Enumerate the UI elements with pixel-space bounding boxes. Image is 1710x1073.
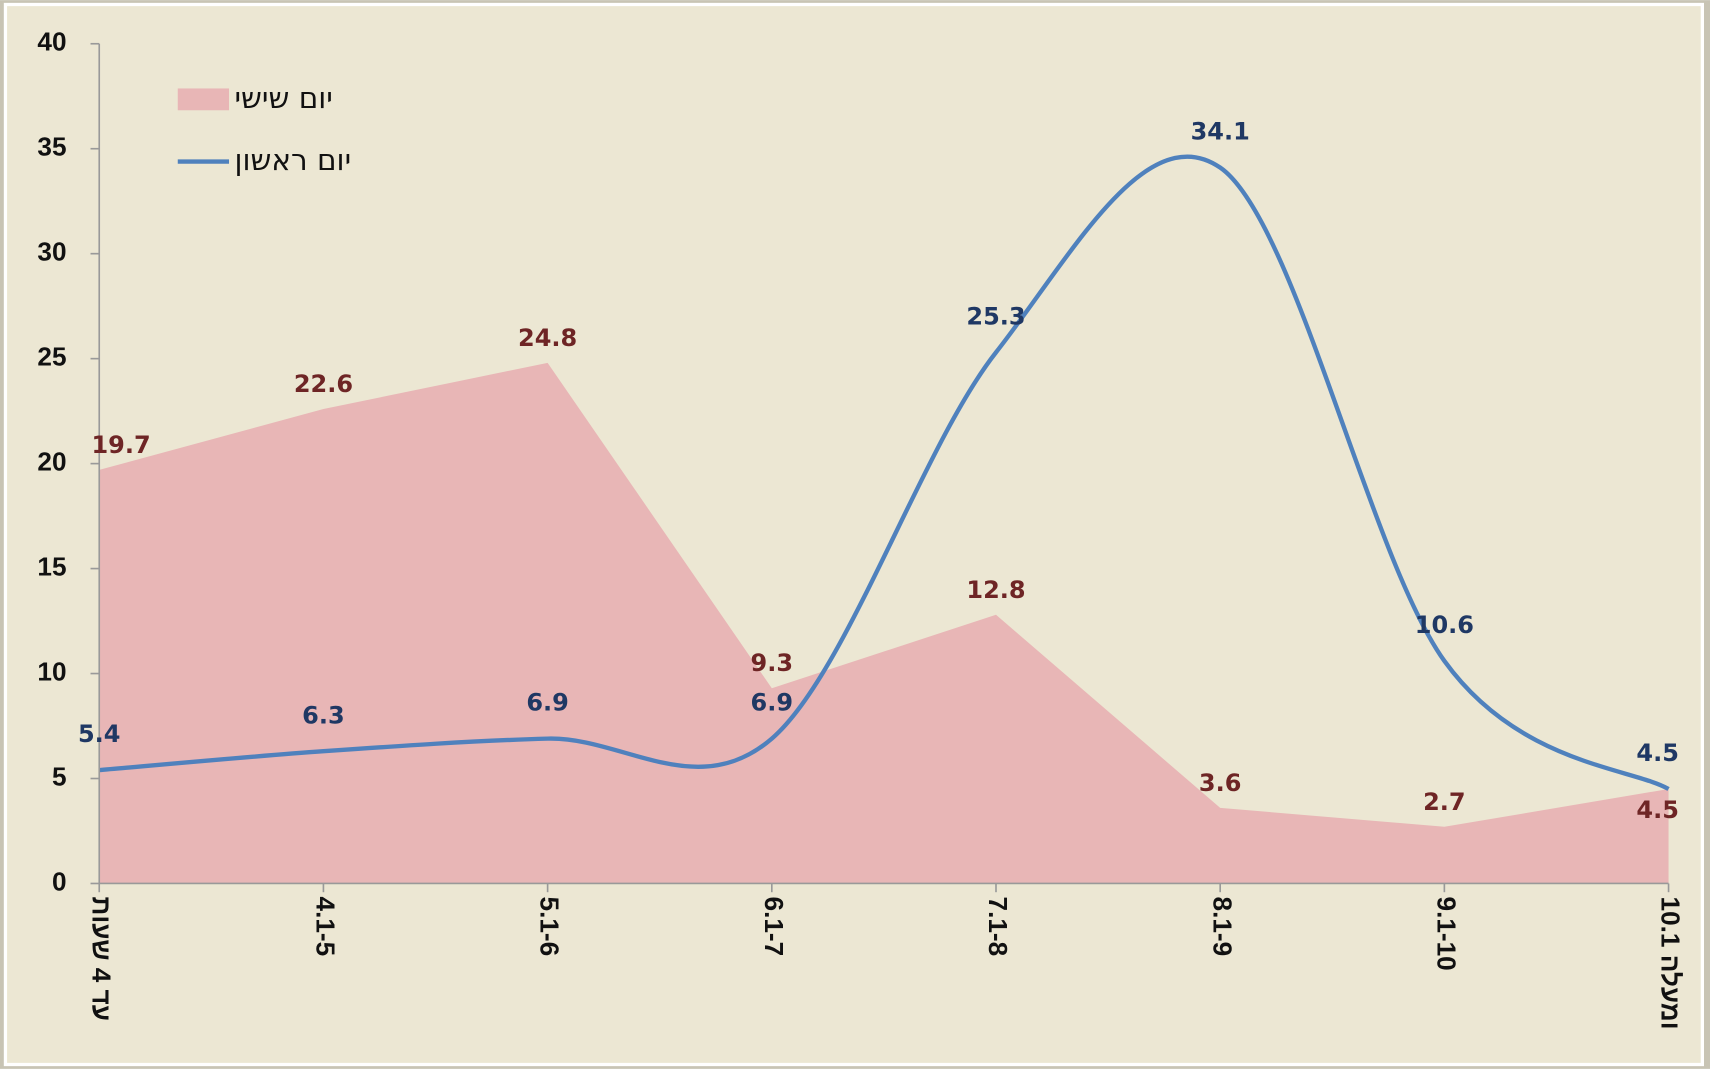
x-tick-label: 7.1-8	[983, 897, 1013, 957]
legend-label: יום שישי	[234, 81, 332, 115]
x-tick-label: 4.1-5	[311, 897, 341, 957]
x-tick-label: 6.1-7	[759, 897, 789, 957]
y-tick-label: 15	[37, 551, 66, 581]
x-tick-label: 9.1-10	[1431, 897, 1461, 971]
data-label: 4.5	[1636, 739, 1679, 767]
data-label: 2.7	[1423, 788, 1466, 816]
y-tick-label: 25	[37, 342, 66, 372]
y-tick-label: 10	[37, 656, 66, 686]
x-tick-label: 8.1-9	[1207, 897, 1237, 957]
data-label: 24.8	[518, 324, 577, 352]
y-tick-label: 5	[52, 761, 67, 791]
y-tick-label: 30	[37, 237, 66, 267]
y-tick-label: 0	[52, 866, 67, 896]
data-label: 19.7	[91, 431, 150, 459]
data-label: 34.1	[1191, 118, 1250, 146]
data-label: 22.6	[294, 370, 353, 398]
y-tick-label: 40	[37, 27, 66, 57]
line	[99, 154, 1670, 791]
data-label: 6.3	[302, 701, 345, 729]
data-label: 25.3	[966, 302, 1025, 330]
x-tick-label: 5.1-6	[535, 897, 565, 957]
data-label: 3.6	[1199, 769, 1242, 797]
data-label: 4.5	[1636, 796, 1679, 824]
data-label: 5.4	[78, 720, 121, 748]
data-label: 9.3	[751, 649, 794, 677]
legend-label: יום ראשון	[234, 143, 351, 177]
data-label: 12.8	[966, 576, 1025, 604]
y-tick-label: 35	[37, 132, 66, 162]
area	[99, 362, 1669, 884]
x-tick-label: עד 4 שעות	[86, 897, 116, 1021]
legend-swatch	[177, 88, 230, 111]
y-tick-label: 20	[37, 447, 66, 477]
data-label: 6.9	[751, 689, 794, 717]
data-label: 6.9	[526, 689, 569, 717]
x-tick-label: 10.1 ומעלה	[1656, 897, 1686, 1030]
data-label: 10.6	[1415, 611, 1474, 639]
